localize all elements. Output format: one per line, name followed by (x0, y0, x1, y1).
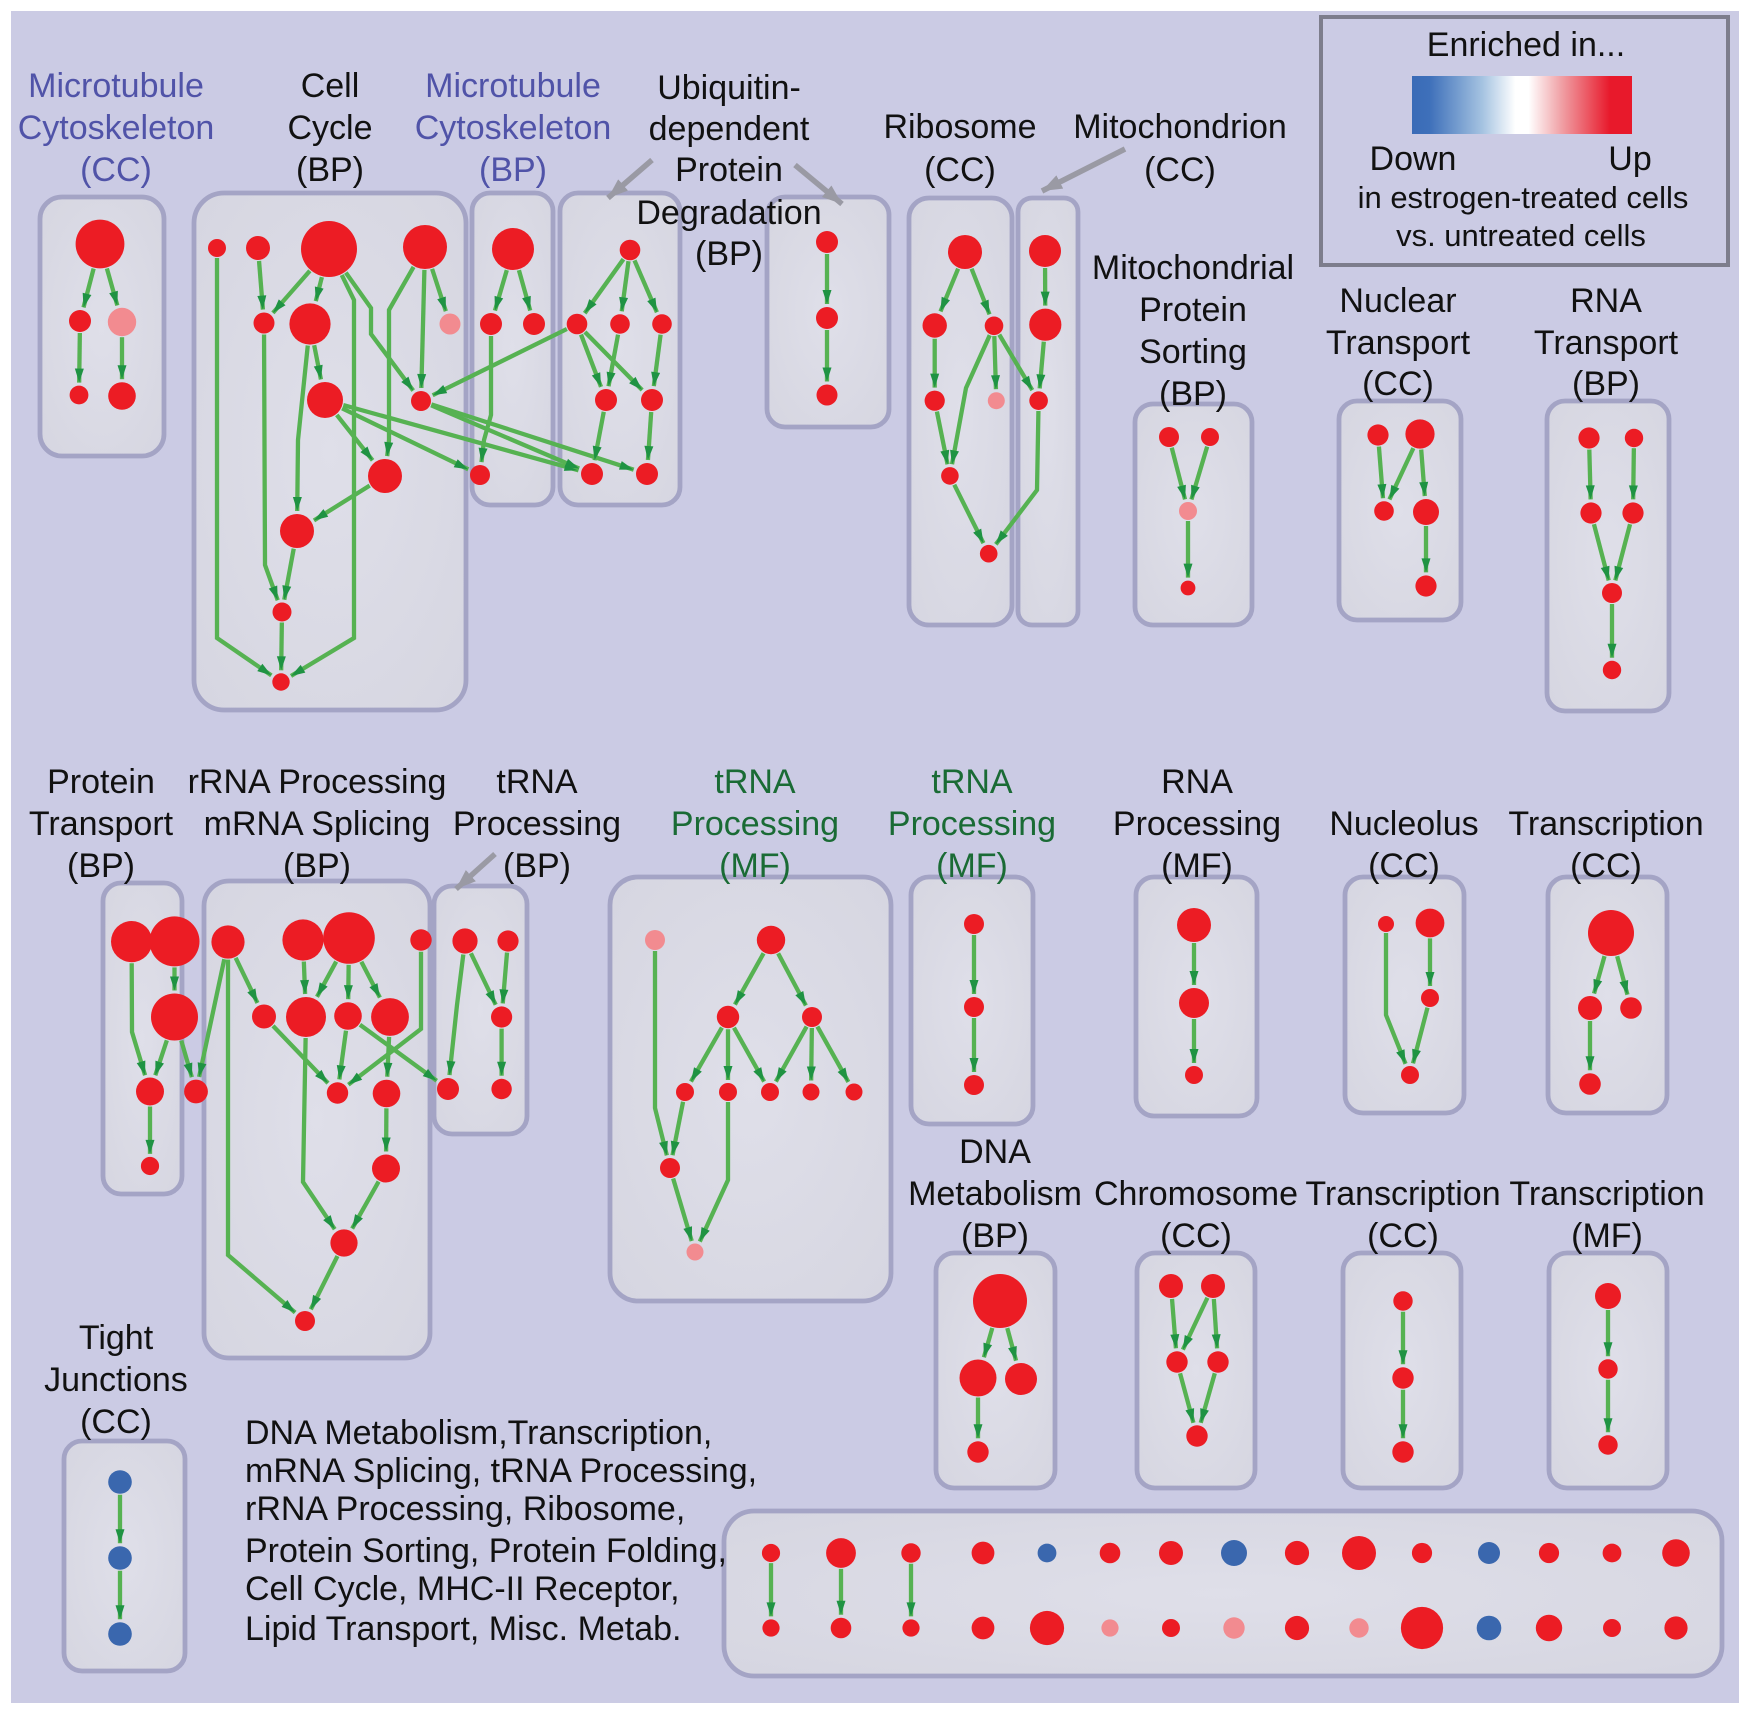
svg-text:(MF): (MF) (719, 847, 791, 885)
svg-text:(BP): (BP) (1159, 375, 1227, 413)
svg-text:(CC): (CC) (1570, 847, 1642, 885)
svg-text:dependent: dependent (649, 110, 810, 148)
svg-text:tRNA: tRNA (496, 763, 578, 801)
svg-text:Mitochondrial: Mitochondrial (1092, 249, 1294, 287)
svg-text:Tight: Tight (79, 1319, 154, 1357)
svg-text:RNA: RNA (1570, 282, 1642, 320)
svg-text:(CC): (CC) (924, 151, 996, 189)
svg-text:(CC): (CC) (80, 1403, 152, 1441)
svg-text:Cell Cycle, MHC-II Receptor,: Cell Cycle, MHC-II Receptor, (245, 1570, 680, 1608)
svg-text:Cycle: Cycle (287, 109, 372, 147)
svg-text:(MF): (MF) (936, 847, 1008, 885)
svg-text:(MF): (MF) (1161, 847, 1233, 885)
svg-text:Transport: Transport (1326, 324, 1471, 362)
svg-text:Transcription: Transcription (1305, 1175, 1500, 1213)
svg-text:(BP): (BP) (67, 847, 135, 885)
svg-text:Chromosome: Chromosome (1094, 1175, 1298, 1213)
svg-text:Nucleolus: Nucleolus (1329, 805, 1478, 843)
svg-text:Ubiquitin-: Ubiquitin- (657, 69, 801, 107)
svg-text:tRNA: tRNA (714, 763, 796, 801)
svg-text:vs. untreated cells: vs. untreated cells (1396, 218, 1646, 253)
svg-text:Microtubule: Microtubule (28, 67, 204, 105)
svg-text:Processing: Processing (671, 805, 839, 843)
svg-text:mRNA Splicing, tRNA Processing: mRNA Splicing, tRNA Processing, (245, 1452, 757, 1490)
svg-text:(MF): (MF) (1571, 1217, 1643, 1255)
svg-text:Junctions: Junctions (44, 1361, 188, 1399)
svg-text:rRNA Processing, Ribosome,: rRNA Processing, Ribosome, (245, 1490, 685, 1528)
svg-text:Up: Up (1608, 140, 1651, 178)
svg-text:Processing: Processing (453, 805, 621, 843)
svg-text:Transcription: Transcription (1509, 1175, 1704, 1213)
svg-text:Processing: Processing (888, 805, 1056, 843)
svg-text:Mitochondrion: Mitochondrion (1073, 108, 1287, 146)
svg-text:rRNA Processing: rRNA Processing (188, 763, 447, 801)
svg-text:Cell: Cell (301, 67, 360, 105)
svg-text:(CC): (CC) (1367, 1217, 1439, 1255)
svg-text:Transport: Transport (1534, 324, 1679, 362)
svg-text:Ribosome: Ribosome (883, 108, 1036, 146)
svg-text:Enriched in...: Enriched in... (1427, 26, 1625, 64)
svg-text:Protein Sorting, Protein Foldi: Protein Sorting, Protein Folding, (245, 1532, 727, 1570)
svg-text:(CC): (CC) (80, 151, 152, 189)
svg-text:DNA Metabolism,Transcription,: DNA Metabolism,Transcription, (245, 1414, 712, 1452)
svg-text:(BP): (BP) (296, 151, 364, 189)
svg-text:Protein: Protein (47, 763, 155, 801)
svg-text:Degradation: Degradation (636, 194, 821, 232)
svg-text:(BP): (BP) (503, 847, 571, 885)
svg-text:(BP): (BP) (283, 847, 351, 885)
svg-text:Transcription: Transcription (1508, 805, 1703, 843)
svg-text:(CC): (CC) (1144, 151, 1216, 189)
svg-text:Cytoskeleton: Cytoskeleton (18, 109, 215, 147)
svg-text:Transport: Transport (29, 805, 174, 843)
svg-text:(BP): (BP) (1572, 365, 1640, 403)
svg-text:Nuclear: Nuclear (1339, 282, 1456, 320)
svg-text:Cytoskeleton: Cytoskeleton (415, 109, 612, 147)
svg-text:(CC): (CC) (1160, 1217, 1232, 1255)
svg-text:Protein: Protein (1139, 291, 1247, 329)
svg-text:Processing: Processing (1113, 805, 1281, 843)
svg-text:Protein: Protein (675, 151, 783, 189)
svg-text:Sorting: Sorting (1139, 333, 1247, 371)
svg-text:Metabolism: Metabolism (908, 1175, 1082, 1213)
svg-text:(CC): (CC) (1362, 365, 1434, 403)
svg-text:(BP): (BP) (961, 1217, 1029, 1255)
svg-text:(BP): (BP) (479, 151, 547, 189)
svg-text:mRNA Splicing: mRNA Splicing (204, 805, 431, 843)
svg-text:DNA: DNA (959, 1133, 1031, 1171)
svg-text:tRNA: tRNA (931, 763, 1013, 801)
svg-text:in estrogen-treated cells: in estrogen-treated cells (1358, 180, 1689, 215)
svg-text:Lipid Transport, Misc. Metab.: Lipid Transport, Misc. Metab. (245, 1610, 682, 1648)
svg-text:Microtubule: Microtubule (425, 67, 601, 105)
svg-text:(CC): (CC) (1368, 847, 1440, 885)
svg-text:(BP): (BP) (695, 235, 763, 273)
svg-text:RNA: RNA (1161, 763, 1233, 801)
svg-text:Down: Down (1370, 140, 1457, 178)
